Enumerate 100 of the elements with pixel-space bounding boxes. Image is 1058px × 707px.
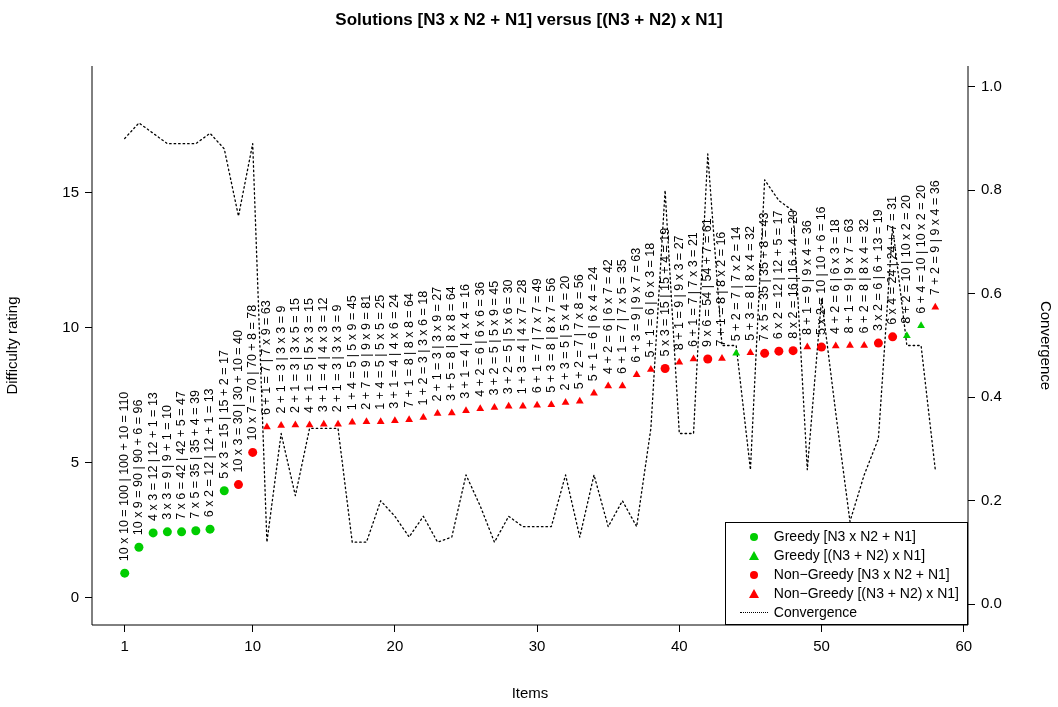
y2-tick-label: 0.6 [981, 283, 1002, 301]
point [462, 406, 470, 414]
annotation: 7 + 1 = 8 | 8 x 8 = 64 [401, 292, 416, 408]
annotation: 6 + 1 = 7 | 7 x 5 = 35 [614, 259, 629, 375]
annotation: 1 + 2 = 3 | 3 x 6 = 18 [415, 290, 430, 406]
point [305, 420, 314, 428]
annotation: 6 + 1 = 7 | 7 x 3 = 21 [685, 232, 700, 347]
x-tick-label: 60 [955, 637, 973, 655]
point [846, 341, 854, 348]
point [788, 346, 798, 356]
point [718, 353, 726, 361]
legend-label: Non−Greedy [N3 x N2 + N1] [773, 565, 950, 584]
annotation: 3 + 2 = 5 | 5 x 9 = 45 [486, 280, 501, 396]
point [376, 417, 385, 424]
x-tick-label: 10 [244, 637, 262, 655]
legend-label: Convergence [773, 603, 858, 622]
y-tick-label: 5 [70, 453, 79, 471]
point [689, 354, 698, 362]
annotation: 4 + 2 = 6 | 6 x 6 = 36 [472, 281, 487, 397]
point [277, 420, 286, 428]
annotation: 1 + 4 = 5 | 5 x 5 = 25 [373, 294, 388, 410]
point [774, 346, 784, 356]
y-axis-title: Difficulty rating [3, 296, 21, 395]
point [902, 331, 911, 339]
point [233, 480, 243, 490]
x-tick-label: 1 [120, 637, 129, 655]
annotation: 1 + 3 = 4 | 4 x 7 = 28 [515, 279, 530, 395]
annotation: 7 x 6 = 42 | 42 + 5 = 47 [174, 391, 189, 520]
point [660, 363, 670, 373]
annotation: 6 + 3 = 9 | 9 x 7 = 63 [629, 247, 644, 363]
legend-label: Non−Greedy [(N3 + N2) x N1] [773, 584, 959, 603]
point [732, 348, 741, 356]
annotation: 4 + 1 = 5 | 5 x 3 = 15 [302, 298, 317, 413]
point [447, 408, 456, 416]
annotation: 3 + 1 = 4 | 4 x 6 = 24 [387, 294, 402, 409]
annotation: 8 + 2 = 10 | 10 x 2 = 20 [899, 195, 914, 324]
point [219, 486, 229, 496]
annotation: 4 + 2 = 6 | 6 x 7 = 42 [600, 259, 615, 375]
legend-label: Greedy [(N3 + N2) x N1] [773, 546, 926, 565]
point [931, 302, 940, 310]
point [504, 401, 513, 409]
annotation: 7 x 5 = 35 | 35 + 8 = 43 [757, 212, 772, 342]
annotation: 2 + 1 = 3 | 3 x 3 = 9 [330, 304, 345, 413]
point [604, 381, 613, 389]
annotation: 7 + 2 = 9 | 9 x 4 = 36 [927, 180, 942, 296]
annotation: 6 + 1 = 7 | 7 x 7 = 49 [529, 278, 544, 394]
annotation: 4 x 3 = 12 | 12 + 1 = 13 [145, 392, 160, 521]
y2-axis-title: Convergence [1037, 300, 1055, 391]
point [518, 401, 527, 409]
point [334, 419, 342, 427]
annotation: 6 x 2 = 12 | 12 + 5 = 17 [771, 210, 786, 340]
point [433, 409, 442, 416]
point [362, 417, 371, 424]
point [746, 348, 755, 356]
point [134, 542, 144, 552]
annotation: 5 + 3 = 8 | 8 x 7 = 56 [543, 277, 558, 393]
y2-tick-label: 0.2 [981, 490, 1002, 508]
y2-tick-label: 0.0 [981, 594, 1002, 612]
point [291, 420, 300, 428]
annotation: 6 x 4 = 24 | 24 + 7 = 31 [885, 196, 900, 325]
point [405, 415, 414, 423]
point [888, 332, 898, 342]
point [177, 527, 187, 537]
point [831, 341, 840, 349]
x-axis-title: Items [511, 684, 549, 702]
y2-tick-label: 0.8 [981, 180, 1002, 198]
point [618, 381, 627, 389]
y2-tick-label: 0.4 [981, 387, 1002, 405]
y2-tick-label: 1.0 [981, 76, 1002, 94]
x-tick-label: 20 [386, 637, 404, 655]
annotation: 3 x 3 = 9 | 9 + 1 = 10 [159, 405, 174, 520]
point [803, 342, 812, 350]
annotation: 10 x 7 = 70 | 70 + 8 = 78 [245, 304, 260, 441]
annotation: 8 + 1 = 9 | 9 x 4 = 36 [799, 220, 814, 336]
legend-label: Greedy [N3 x N2 + N1] [773, 527, 916, 546]
point [917, 321, 925, 329]
point [632, 370, 641, 377]
x-tick-label: 50 [813, 637, 830, 655]
point [162, 527, 172, 537]
annotation: 2 + 1 = 3 | 3 x 5 = 15 [287, 298, 302, 413]
point [248, 447, 258, 457]
chart-title: Solutions [N3 x N2 + N1] versus [(N3 + N2) x N1] [335, 9, 723, 29]
point [476, 404, 485, 411]
annotation: 7 x 5 = 35 | 35 + 4 = 39 [188, 390, 203, 519]
point [319, 419, 328, 427]
point [590, 388, 598, 396]
y-tick-label: 0 [70, 588, 79, 606]
annotation: 2 + 3 = 5 | 5 x 4 = 20 [558, 275, 573, 391]
point [191, 526, 201, 536]
point [561, 397, 570, 405]
annotation: 6 + 1 = 7 | 7 x 9 = 63 [259, 300, 274, 416]
annotation: 3 + 1 = 4 | 4 x 3 = 12 [316, 297, 331, 413]
point [760, 348, 770, 358]
annotation: 1 + 4 = 5 | 5 x 9 = 45 [344, 295, 359, 411]
annotation: 6 + 4 = 10 | 10 x 2 = 20 [913, 185, 928, 314]
annotation: 5 + 2 = 7 | 7 x 8 = 56 [572, 274, 587, 390]
annotation: 4 + 2 = 6 | 6 x 3 = 18 [828, 219, 843, 335]
point [148, 528, 158, 538]
annotation: 5 + 1 = 6 | 6 x 4 = 24 [586, 266, 601, 382]
annotation: 3 + 1 = 4 | 4 x 4 = 16 [458, 284, 473, 399]
